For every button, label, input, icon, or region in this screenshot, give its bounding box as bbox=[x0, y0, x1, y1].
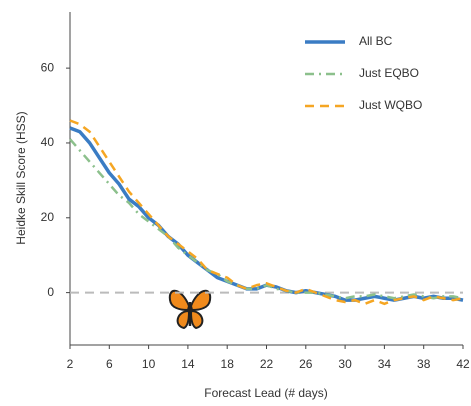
x-tick-label: 34 bbox=[378, 357, 392, 371]
x-tick-label: 18 bbox=[221, 357, 235, 371]
series-line bbox=[69, 138, 464, 300]
y-axis-label: Heidke Skill Score (HSS) bbox=[14, 111, 28, 244]
x-tick-label: 30 bbox=[338, 357, 352, 371]
y-tick-label: 0 bbox=[47, 285, 54, 299]
x-tick-label: 38 bbox=[417, 357, 431, 371]
x-tick-label: 14 bbox=[181, 357, 195, 371]
x-tick-label: 42 bbox=[456, 357, 470, 371]
x-axis-label: Forecast Lead (# days) bbox=[204, 386, 327, 400]
legend-label: All BC bbox=[359, 34, 393, 48]
x-tick-label: 22 bbox=[260, 357, 274, 371]
y-tick-label: 20 bbox=[41, 210, 55, 224]
x-tick-label: 6 bbox=[106, 357, 113, 371]
butterfly-icon bbox=[168, 290, 212, 330]
y-tick-label: 60 bbox=[41, 60, 55, 74]
legend-label: Just EQBO bbox=[359, 66, 419, 80]
x-tick-label: 2 bbox=[67, 357, 74, 371]
y-tick-label: 40 bbox=[41, 135, 55, 149]
x-tick-label: 10 bbox=[142, 357, 156, 371]
series-line bbox=[69, 119, 464, 306]
legend-label: Just WQBO bbox=[359, 98, 422, 112]
x-tick-label: 26 bbox=[299, 357, 313, 371]
series-line bbox=[69, 126, 464, 302]
